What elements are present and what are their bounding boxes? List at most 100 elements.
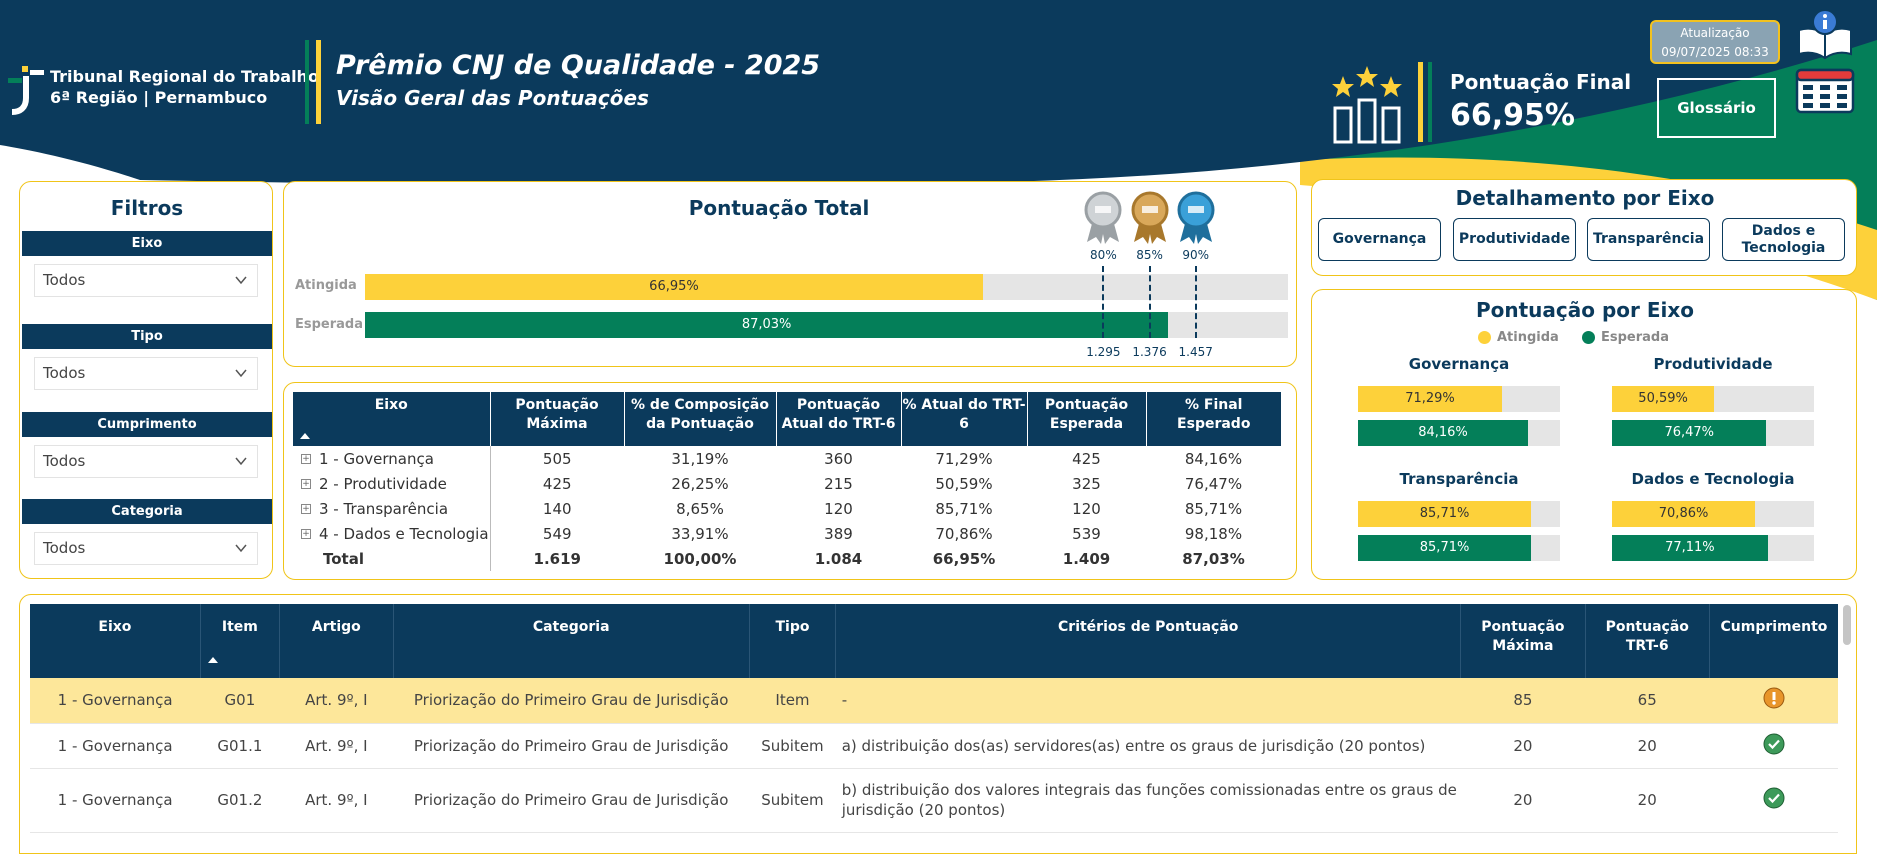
axis-title-dados-tecnologia: Dados e Tecnologia (1631, 470, 1795, 488)
detail-table-header: Eixo Item Artigo Categoria Tipo Critério… (30, 604, 1838, 678)
trt-logo-icon (8, 66, 44, 115)
summary-total-cell: 1.619 (533, 549, 581, 568)
expand-icon[interactable]: + (301, 529, 311, 539)
col-pont-max[interactable]: Pontuação Máxima (490, 392, 625, 446)
dcol-pont-trt[interactable]: Pontuação TRT-6 (1585, 604, 1710, 678)
glossary-button[interactable]: Glossário (1657, 78, 1776, 138)
col-eixo[interactable]: Eixo (293, 392, 491, 446)
summary-cell: 539 (1072, 524, 1101, 543)
summary-row-transparencia[interactable]: +3 - Transparência 140 8,65% 120 85,71% 120 85… (293, 496, 1281, 521)
summary-cell: 215 (824, 474, 853, 493)
summary-row-governanca[interactable]: +1 - Governança 505 31,19% 360 71,29% 425 84,1… (293, 446, 1281, 471)
summary-cell: 70,86% (935, 524, 993, 543)
bar-label-atingida: Atingida (295, 278, 357, 293)
dcol-criterios[interactable]: Critérios de Pontuação (835, 604, 1462, 678)
summary-cell: 8,65% (676, 499, 724, 518)
filter-eixo-value: Todos (43, 271, 86, 289)
legend-esperada-label: Esperada (1601, 330, 1670, 345)
target-ref-value: 1.295 (1086, 345, 1121, 359)
detail-cell-trt: 20 (1585, 723, 1710, 769)
axis-bar-fill-esperada: 76,47% (1612, 420, 1767, 446)
axis-title-transparencia: Transparência (1399, 470, 1519, 488)
filter-eixo-label: Eixo (22, 231, 272, 256)
summary-cell: 50,59% (935, 474, 993, 493)
detail-row[interactable]: 1 - Governança G01.1 Art. 9º, I Priorização… (30, 723, 1838, 769)
bar-track-atingida: 66,95% (365, 274, 1288, 300)
expand-icon[interactable]: + (301, 479, 311, 489)
axis-bar-fill-atingida: 85,71% (1358, 501, 1532, 527)
total-score-title: Pontuação Total (688, 196, 870, 220)
dcol-eixo[interactable]: Eixo (30, 604, 201, 678)
detail-button-produtividade[interactable]: Produtividade (1453, 218, 1576, 261)
expand-icon[interactable]: + (301, 504, 311, 514)
dcol-item[interactable]: Item (200, 604, 281, 678)
summary-total-cell: 87,03% (1182, 549, 1245, 568)
detail-cell-max: 85 (1460, 678, 1586, 724)
detail-cell-eixo: 1 - Governança (30, 768, 201, 833)
axis-bar-fill-atingida: 70,86% (1612, 501, 1756, 527)
axis-bar-value-atingida: 70,86% (1658, 506, 1709, 521)
dcol-pont-max[interactable]: Pontuação Máxima (1460, 604, 1586, 678)
filter-cumprimento-label: Cumprimento (22, 412, 272, 437)
col-pont-atual[interactable]: Pontuação Atual do TRT-6 (776, 392, 902, 446)
detail-cell-eixo: 1 - Governança (30, 723, 201, 769)
warning-icon (1763, 687, 1785, 709)
summary-total-cell: Total (293, 546, 491, 571)
detail-cell-categoria: Priorização do Primeiro Grau de Jurisdiç… (393, 723, 750, 769)
filter-categoria-select[interactable]: Todos (34, 532, 258, 565)
axis-bar-value-esperada: 77,11% (1665, 540, 1715, 555)
summary-cell: 84,16% (1184, 449, 1243, 468)
filter-tipo-select[interactable]: Todos (34, 357, 258, 390)
dcol-cumprimento[interactable]: Cumprimento (1709, 604, 1838, 678)
detail-button-transparencia[interactable]: Transparência (1587, 218, 1710, 261)
col-pont-esperada[interactable]: Pontuação Esperada (1027, 392, 1147, 446)
bar-fill-atingida: 66,95% (365, 274, 983, 300)
filter-eixo-select[interactable]: Todos (34, 264, 258, 297)
col-final-esperado[interactable]: % Final Esperado (1146, 392, 1281, 446)
detail-cell-criterio: - (835, 678, 1461, 724)
summary-table: Eixo Pontuação Máxima % de Composição da… (293, 392, 1281, 571)
summary-row-dados-tecnologia[interactable]: +4 - Dados e Tecnologia 549 33,91% 389 70,86… (293, 521, 1281, 546)
dcol-categoria[interactable]: Categoria (393, 604, 750, 678)
vertical-scrollbar[interactable] (1843, 605, 1851, 645)
axis-bar-track-atingida: 50,59% (1612, 386, 1814, 412)
filter-cumprimento-value: Todos (43, 452, 86, 470)
expand-icon[interactable]: + (301, 454, 311, 464)
summary-cell: 120 (824, 499, 853, 518)
summary-cell: 325 (1072, 474, 1101, 493)
detail-cell-cumprimento (1709, 678, 1838, 724)
detail-cell-artigo: Art. 9º, I (279, 678, 394, 724)
summary-cell-eixo: +4 - Dados e Tecnologia (293, 521, 491, 546)
detail-cell-tipo: Item (749, 678, 836, 724)
filter-categoria-value: Todos (43, 539, 86, 557)
detail-button-governanca[interactable]: Governança (1318, 218, 1441, 261)
detail-row[interactable]: 1 - Governança G01 Art. 9º, I Priorização d… (30, 678, 1838, 724)
axis-bar-value-atingida: 71,29% (1405, 391, 1455, 406)
dcol-tipo[interactable]: Tipo (749, 604, 837, 678)
calendar-table-icon[interactable] (1795, 68, 1855, 114)
legend-atingida-label: Atingida (1497, 330, 1559, 345)
summary-cell: 71,29% (935, 449, 993, 468)
medal-pct-label: 80% (1090, 248, 1117, 262)
info-book-icon[interactable] (1795, 8, 1855, 60)
summary-cell: 549 (542, 524, 572, 543)
axis-bar-track-esperada: 76,47% (1612, 420, 1814, 446)
detail-cell-cumprimento (1709, 723, 1838, 769)
axis-bar-value-esperada: 84,16% (1418, 425, 1468, 440)
col-pct-atual[interactable]: % Atual do TRT-6 (901, 392, 1028, 446)
filter-cumprimento-select[interactable]: Todos (34, 445, 258, 478)
detail-button-dados-tecnologia[interactable]: Dados e Tecnologia (1722, 218, 1845, 261)
summary-eixo-label: 3 - Transparência (319, 499, 449, 518)
detail-cell-criterio: a) distribuição dos(as) servidores(as) e… (835, 723, 1461, 769)
update-badge: Atualização 09/07/2025 08:33 (1650, 20, 1780, 64)
filter-tipo-value: Todos (43, 364, 86, 382)
col-composicao[interactable]: % de Composição da Pontuação (624, 392, 777, 446)
axis-bar-track-esperada: 77,11% (1612, 535, 1814, 561)
detail-row[interactable]: 1 - Governança G01.2 Art. 9º, I Priorização… (30, 768, 1838, 833)
dcol-artigo[interactable]: Artigo (279, 604, 394, 678)
summary-row-produtividade[interactable]: +2 - Produtividade 425 26,25% 215 50,59% 325 7… (293, 471, 1281, 496)
summary-cell: 140 (542, 499, 572, 518)
detail-cell-categoria: Priorização do Primeiro Grau de Jurisdiç… (393, 768, 750, 833)
sort-asc-icon (300, 433, 310, 439)
org-line1: Tribunal Regional do Trabalho (50, 67, 319, 86)
